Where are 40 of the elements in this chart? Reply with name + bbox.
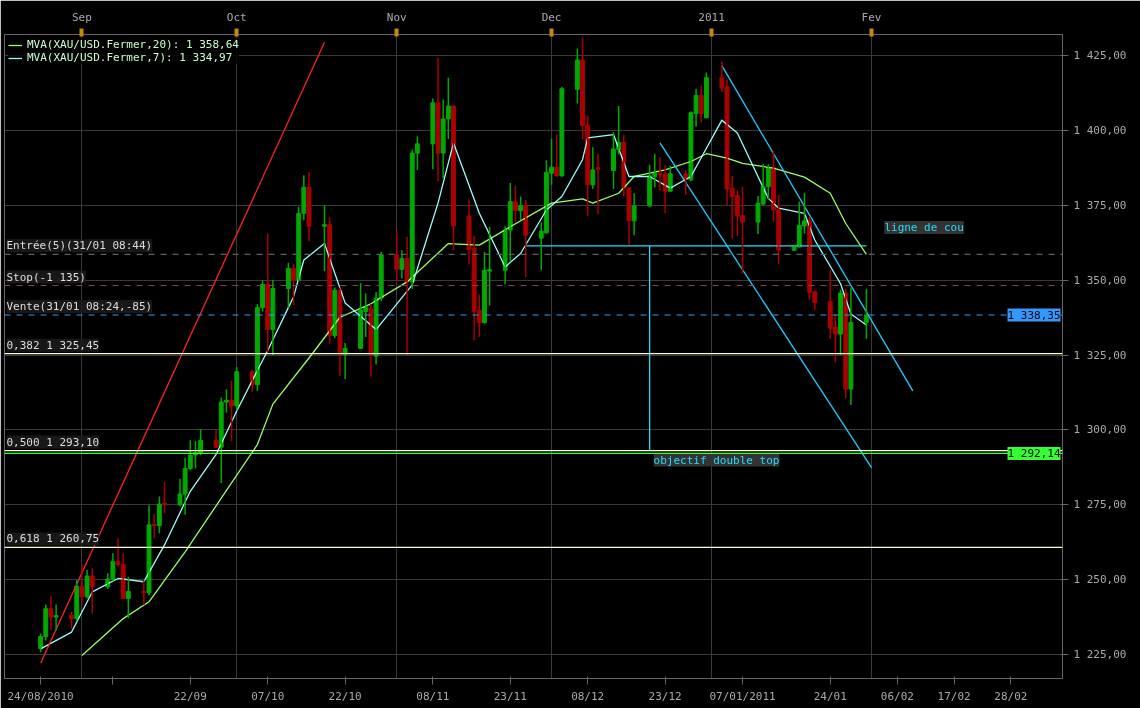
x-tick-label: 23/12 [648, 689, 682, 703]
x-tick-label: 08/12 [571, 689, 605, 703]
y-tick-label: 1 425,00 [1073, 48, 1127, 62]
legend-label: MVA(XAU/USD.Fermer,20): 1 358,64 [27, 38, 239, 51]
annotation: 0,618 1 260,75 [6, 532, 100, 546]
x-tick-label: 07/10 [251, 689, 285, 703]
y-tick-label: 1 350,00 [1073, 273, 1127, 287]
ref-line-label: 1 338,35 [1007, 308, 1061, 322]
y-tick-label: 1 275,00 [1073, 498, 1127, 512]
x2-tick-label: Sep [71, 10, 92, 24]
x-tick-label: 22/10 [328, 689, 362, 703]
annotation: Vente(31/01 08:24,-85) [6, 300, 153, 314]
y-tick-label: 1 250,00 [1073, 573, 1127, 587]
annotation: Entrée(5)(31/01 08:44) [6, 239, 153, 253]
x-tick-label: 06/02 [880, 689, 914, 703]
y-tick-label: 1 225,00 [1073, 648, 1127, 662]
x-tick-label: 17/02 [937, 689, 971, 703]
x2-tick-label: 2011 [698, 10, 725, 24]
y-tick-label: 1 375,00 [1073, 198, 1127, 212]
x2-tick-label: Oct [226, 10, 247, 24]
x2-tick-label: Dec [541, 10, 562, 24]
series-label: objectif double top [653, 453, 780, 467]
x-tick-label: 08/11 [416, 689, 450, 703]
y-tick-label: 1 325,00 [1073, 348, 1127, 362]
x2-tick-label: Nov [386, 10, 408, 24]
x-tick-label: 24/01 [813, 689, 847, 703]
annotation: 0,382 1 325,45 [6, 338, 100, 352]
y-tick-label: 1 300,00 [1073, 423, 1127, 437]
ref-line-label: 1 292,14 [1007, 446, 1061, 460]
annotation: 0,500 1 293,10 [6, 435, 100, 449]
x-tick-label: 07/01/2011 [709, 689, 776, 703]
series-label: ligne de cou [884, 220, 964, 234]
x2-tick-label: Fev [861, 10, 882, 24]
x-tick-label: 23/11 [493, 689, 527, 703]
x-tick-label: 22/09 [173, 689, 207, 703]
legend-label: MVA(XAU/USD.Fermer,7): 1 334,97 [27, 51, 233, 64]
y-tick-label: 1 400,00 [1073, 123, 1127, 137]
annotation: Stop(-1 135) [6, 270, 86, 284]
x-tick-label: 24/08/2010 [7, 689, 74, 703]
x-tick-label: 28/02 [994, 689, 1028, 703]
